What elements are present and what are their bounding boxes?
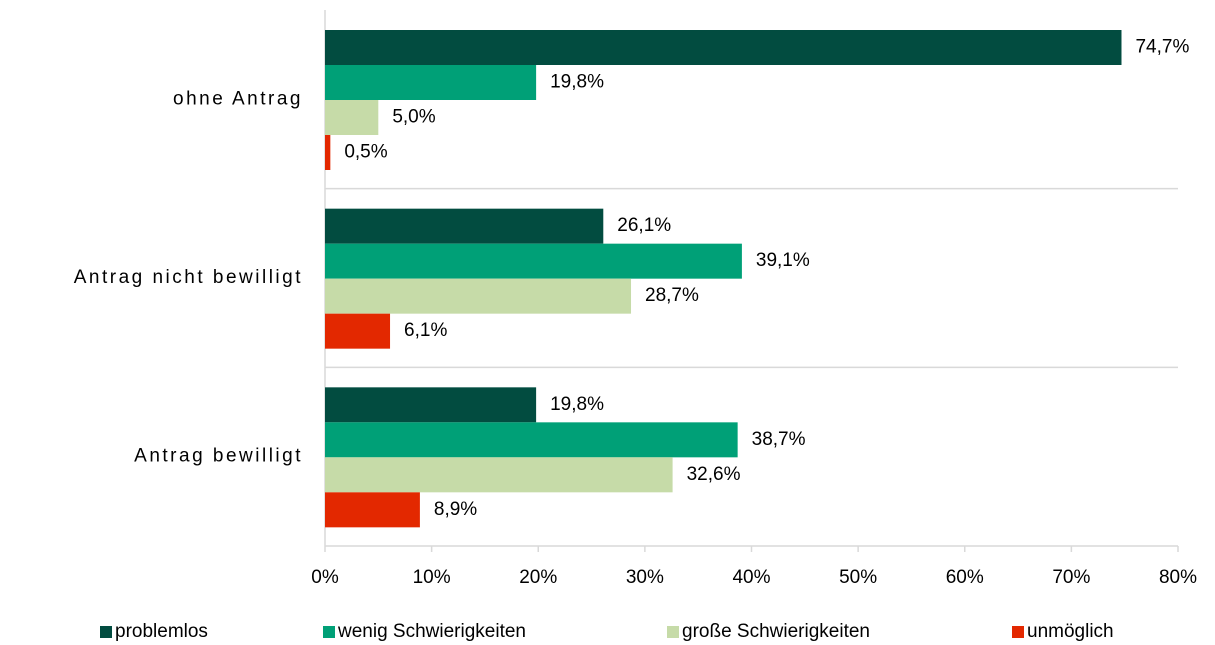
legend-marker — [100, 626, 112, 638]
value-label: 38,7% — [752, 429, 806, 450]
value-label: 32,6% — [687, 464, 741, 485]
x-tick-label: 40% — [732, 567, 770, 588]
x-tick-label: 10% — [413, 567, 451, 588]
x-tick-label: 0% — [311, 567, 339, 588]
x-tick-label: 60% — [946, 567, 984, 588]
x-tick-label: 50% — [839, 567, 877, 588]
bar — [325, 30, 1122, 65]
category-label: Antrag bewilligt — [134, 446, 303, 467]
bar — [325, 243, 742, 279]
x-tick-label: 20% — [519, 567, 557, 588]
x-tick-label: 80% — [1159, 567, 1197, 588]
value-label: 5,0% — [392, 107, 435, 128]
bar — [325, 135, 331, 170]
legend-marker — [323, 626, 335, 638]
category-label: Antrag nicht bewilligt — [74, 267, 303, 288]
bar — [325, 387, 537, 423]
legend-label: wenig Schwierigkeiten — [337, 621, 526, 642]
x-tick-label: 30% — [626, 567, 664, 588]
bar — [325, 208, 604, 244]
bar — [325, 492, 420, 528]
category-label: ohne Antrag — [173, 88, 303, 109]
value-label: 28,7% — [645, 285, 699, 306]
value-label: 39,1% — [756, 250, 810, 271]
bar — [325, 313, 391, 349]
bar — [325, 278, 632, 314]
value-label: 19,8% — [550, 394, 604, 415]
legend-marker — [1012, 626, 1024, 638]
legend-label: problemlos — [115, 621, 208, 642]
value-label: 0,5% — [344, 142, 387, 163]
bar — [325, 100, 379, 135]
bar — [325, 422, 738, 458]
value-label: 74,7% — [1135, 37, 1189, 58]
x-tick-label: 70% — [1052, 567, 1090, 588]
value-label: 8,9% — [434, 499, 477, 520]
value-label: 26,1% — [617, 215, 671, 236]
legend-label: große Schwierigkeiten — [682, 621, 870, 642]
legend-label: unmöglich — [1027, 621, 1114, 642]
bar — [325, 65, 537, 100]
value-label: 19,8% — [550, 72, 604, 93]
legend-marker — [667, 626, 679, 638]
bar — [325, 457, 673, 493]
value-label: 6,1% — [404, 320, 447, 341]
